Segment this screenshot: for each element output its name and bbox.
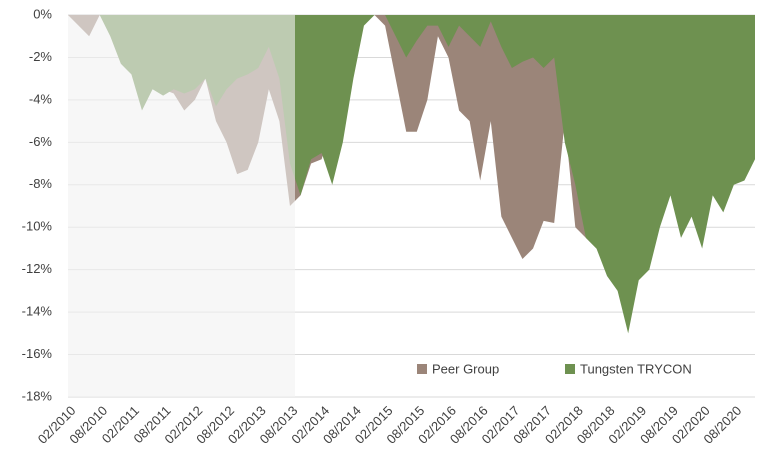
legend-swatch [565,364,575,374]
area [68,15,755,334]
y-tick-label: -10% [22,219,53,234]
highlight-period [68,15,295,397]
y-tick-label: -18% [22,388,53,403]
y-tick-label: -12% [22,261,53,276]
y-tick-label: -16% [22,346,53,361]
y-tick-label: 0% [33,6,52,21]
y-tick-label: -2% [29,49,53,64]
y-tick-label: -14% [22,304,53,319]
legend-label: Peer Group [432,361,499,376]
y-tick-label: -6% [29,134,53,149]
legend-label: Tungsten TRYCON [580,361,692,376]
y-tick-label: -4% [29,91,53,106]
y-tick-label: -8% [29,176,53,191]
legend-swatch [417,364,427,374]
